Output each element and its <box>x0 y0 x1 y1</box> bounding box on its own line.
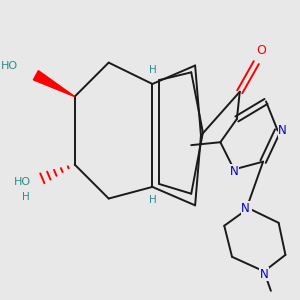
Text: HO: HO <box>14 177 31 187</box>
Text: H: H <box>22 192 30 202</box>
Text: N: N <box>242 204 251 217</box>
Text: N: N <box>260 268 268 281</box>
Text: O: O <box>256 44 266 57</box>
Polygon shape <box>33 70 75 97</box>
Text: HO: HO <box>1 61 18 70</box>
Text: H: H <box>148 65 156 75</box>
Text: N: N <box>278 124 287 137</box>
Text: H: H <box>148 196 156 206</box>
Text: N: N <box>230 165 238 178</box>
Text: N: N <box>241 202 250 215</box>
